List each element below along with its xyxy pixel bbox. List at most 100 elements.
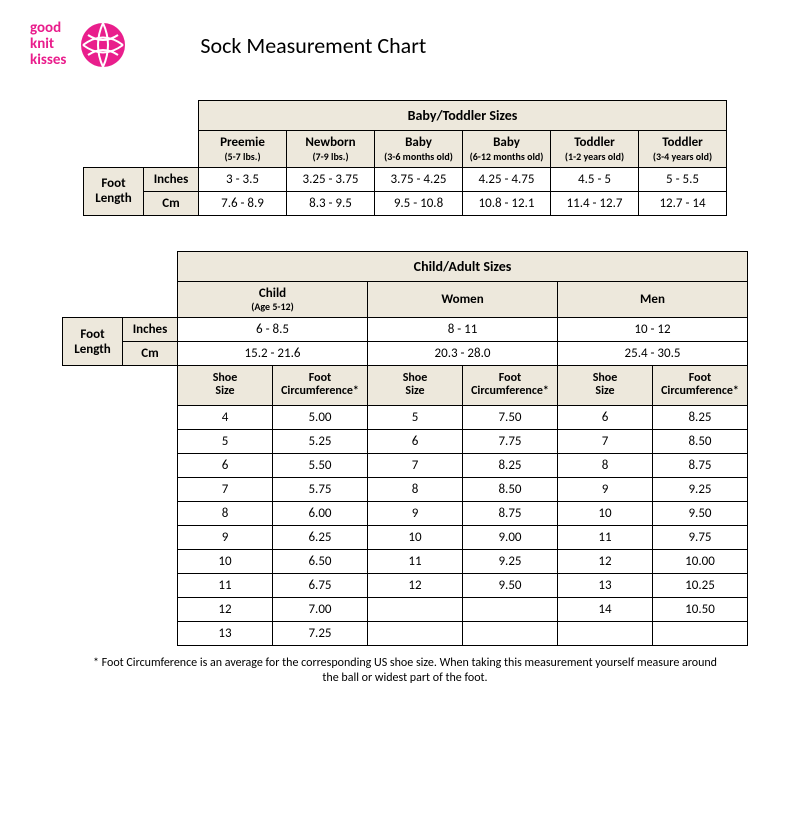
brand-line3: kisses — [30, 51, 66, 69]
t1-cell: 9.5 - 10.8 — [375, 191, 463, 215]
t2-length-cell: 8 - 11 — [368, 318, 558, 342]
t2-cell: 8 — [558, 453, 653, 477]
t2-cell: 8.25 — [653, 405, 748, 429]
t2-data-row: 55.2567.7578.50 — [63, 429, 748, 453]
header: good knit kisses Sock Measurement Chart — [30, 20, 780, 70]
t2-cell: 11 — [178, 573, 273, 597]
t2-cell: 9 — [178, 525, 273, 549]
t2-subcol-header: ShoeSize — [558, 366, 653, 405]
t2-cell: 11 — [368, 549, 463, 573]
t1-cell: 5 - 5.5 — [639, 167, 727, 191]
t2-data-row: 65.5078.2588.75 — [63, 453, 748, 477]
t2-cell: 7.00 — [273, 597, 368, 621]
t2-cell: 7.75 — [463, 429, 558, 453]
yarn-ball-icon — [78, 20, 128, 70]
t2-cell: 10 — [558, 501, 653, 525]
t2-side-label: FootLength — [63, 318, 123, 366]
t2-cell: 8.75 — [653, 453, 748, 477]
t2-group-header: Child(Age 5-12) — [178, 281, 368, 318]
t2-unit-inches: Inches — [123, 318, 178, 342]
t2-data-row: 106.50119.251210.00 — [63, 549, 748, 573]
t1-cell: 7.6 - 8.9 — [199, 191, 287, 215]
t2-cell: 10 — [368, 525, 463, 549]
t2-cell: 9 — [558, 477, 653, 501]
t1-col-headers: Preemie(5-7 lbs.)Newborn(7-9 lbs.)Baby(3… — [84, 131, 727, 168]
t1-side-label: FootLength — [84, 167, 144, 215]
t2-cell: 14 — [558, 597, 653, 621]
t2-cell: 5.75 — [273, 477, 368, 501]
t2-cell: 9.50 — [463, 573, 558, 597]
t2-cell: 8.75 — [463, 501, 558, 525]
t1-unit-cm: Cm — [144, 191, 199, 215]
t2-data-row: 137.25 — [63, 621, 748, 645]
t2-row-cm: Cm 15.2 - 21.620.3 - 28.025.4 - 30.5 — [63, 342, 748, 366]
t2-cell: 6.25 — [273, 525, 368, 549]
t2-cell: 8 — [368, 477, 463, 501]
footnote: * Foot Circumference is an average for t… — [85, 656, 725, 687]
t2-cell: 11 — [558, 525, 653, 549]
t2-cell: 9 — [368, 501, 463, 525]
page-title: Sock Measurement Chart — [200, 32, 426, 59]
t2-cell — [368, 597, 463, 621]
t2-group-title: Child/Adult Sizes — [178, 251, 748, 281]
t2-cell: 5 — [178, 429, 273, 453]
t1-col-header: Baby(6-12 months old) — [463, 131, 551, 168]
t2-length-cell: 10 - 12 — [558, 318, 748, 342]
t2-cell: 12 — [178, 597, 273, 621]
t2-subcol-headers: ShoeSizeFootCircumference*ShoeSizeFootCi… — [63, 366, 748, 405]
t1-col-header: Toddler(3-4 years old) — [639, 131, 727, 168]
t1-col-header: Baby(3-6 months old) — [375, 131, 463, 168]
t1-row-inches: FootLength Inches 3 - 3.53.25 - 3.753.75… — [84, 167, 727, 191]
t2-data-row: 96.25109.00119.75 — [63, 525, 748, 549]
t2-cell: 9.75 — [653, 525, 748, 549]
t2-length-cell: 6 - 8.5 — [178, 318, 368, 342]
t2-cell: 6 — [558, 405, 653, 429]
t1-cell: 4.25 - 4.75 — [463, 167, 551, 191]
t2-cell: 12 — [558, 549, 653, 573]
t2-cell: 9.25 — [653, 477, 748, 501]
t2-cell — [463, 621, 558, 645]
t1-cell: 8.3 - 9.5 — [287, 191, 375, 215]
t2-cell: 8.50 — [463, 477, 558, 501]
t1-unit-inches: Inches — [144, 167, 199, 191]
t2-cell: 7 — [368, 453, 463, 477]
t2-cell — [463, 597, 558, 621]
t2-subcol-header: FootCircumference* — [653, 366, 748, 405]
t2-cell: 6.50 — [273, 549, 368, 573]
baby-toddler-table: Baby/Toddler Sizes Preemie(5-7 lbs.)Newb… — [83, 100, 727, 216]
t2-row-inches: FootLength Inches 6 - 8.58 - 1110 - 12 — [63, 318, 748, 342]
t2-cell: 5.25 — [273, 429, 368, 453]
t1-col-header: Preemie(5-7 lbs.) — [199, 131, 287, 168]
t2-group-headers: Child(Age 5-12)WomenMen — [63, 281, 748, 318]
t1-cell: 3.25 - 3.75 — [287, 167, 375, 191]
t2-data-row: 127.00 1410.50 — [63, 597, 748, 621]
t2-unit-cm: Cm — [123, 342, 178, 366]
t2-cell: 8 — [178, 501, 273, 525]
t2-cell: 5.00 — [273, 405, 368, 429]
t2-subcol-header: FootCircumference* — [463, 366, 558, 405]
t2-data-row: 45.0057.5068.25 — [63, 405, 748, 429]
t2-cell: 6.00 — [273, 501, 368, 525]
t2-cell — [368, 621, 463, 645]
t2-cell: 9.00 — [463, 525, 558, 549]
t1-cell: 4.5 - 5 — [551, 167, 639, 191]
t1-cell: 11.4 - 12.7 — [551, 191, 639, 215]
t2-cell: 13 — [178, 621, 273, 645]
t2-subcol-header: ShoeSize — [368, 366, 463, 405]
t2-cell: 7.25 — [273, 621, 368, 645]
t2-data-row: 75.7588.5099.25 — [63, 477, 748, 501]
brand-text: good knit kisses — [30, 21, 66, 68]
t1-cell: 3.75 - 4.25 — [375, 167, 463, 191]
t2-cell: 10.25 — [653, 573, 748, 597]
t2-data-row: 116.75129.501310.25 — [63, 573, 748, 597]
t2-group-header: Women — [368, 281, 558, 318]
t2-cell: 8.50 — [653, 429, 748, 453]
t1-row-cm: Cm 7.6 - 8.98.3 - 9.59.5 - 10.810.8 - 12… — [84, 191, 727, 215]
t1-cell: 10.8 - 12.1 — [463, 191, 551, 215]
t2-cell: 10.00 — [653, 549, 748, 573]
t1-group-title: Baby/Toddler Sizes — [199, 101, 727, 131]
t2-cell: 7 — [558, 429, 653, 453]
t2-cell: 6 — [368, 429, 463, 453]
t2-length-cell: 25.4 - 30.5 — [558, 342, 748, 366]
t2-cell: 10.50 — [653, 597, 748, 621]
